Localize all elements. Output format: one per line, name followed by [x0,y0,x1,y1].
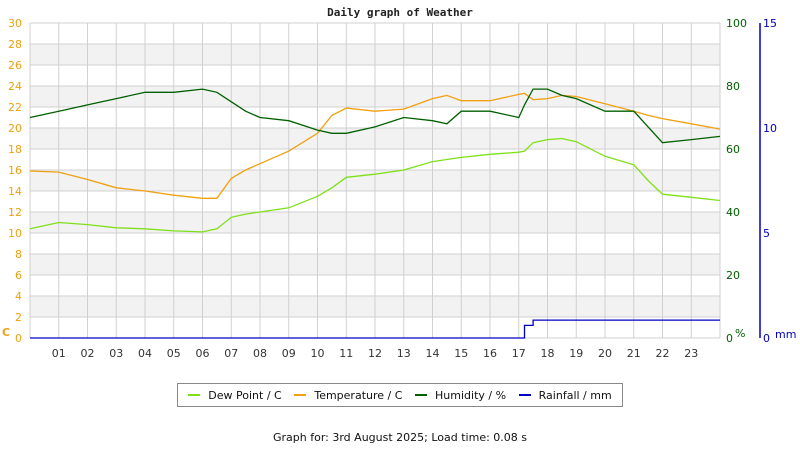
legend-label: Temperature / C [314,388,403,402]
left-axis-tick: 22 [8,101,22,114]
right-axis-tick: 80 [726,80,740,93]
x-axis-tick: 17 [512,347,526,360]
x-axis-tick: 16 [483,347,497,360]
legend-label: Rainfall / mm [538,388,612,402]
x-axis-tick: 20 [598,347,612,360]
x-axis-tick: 18 [541,347,555,360]
legend-item-temperature: Temperature / C [294,389,402,402]
left-axis-tick: 20 [8,122,22,135]
chart-title: Daily graph of Weather [327,6,473,19]
left-axis-tick: 16 [8,164,22,177]
left-axis-tick: 18 [8,143,22,156]
left-axis-tick: 28 [8,38,22,51]
x-axis-tick: 19 [569,347,583,360]
right-axis-tick: 40 [726,206,740,219]
right-axis-tick: 0 [726,332,733,345]
left-axis-tick: 26 [8,59,22,72]
left-axis-tick: 4 [15,290,22,303]
right-axis-unit: % [735,327,745,340]
series-line [30,319,720,339]
left-axis-tick: 30 [8,17,22,30]
x-axis-tick: 11 [339,347,353,360]
left-axis-tick: 6 [15,269,22,282]
x-axis-tick: 01 [52,347,66,360]
legend-label: Humidity / % [435,388,507,402]
x-axis-tick: 02 [81,347,95,360]
x-axis-tick: 23 [684,347,698,360]
legend: Dew Point / C Temperature / C Humidity /… [177,383,623,407]
left-axis-tick: 8 [15,248,22,261]
left-axis-tick: 14 [8,185,22,198]
legend-item-humidity: Humidity / % [415,389,506,402]
rain-axis-tick: 10 [763,122,777,135]
dew-point-swatch-icon [188,394,201,396]
x-axis-tick: 07 [224,347,238,360]
series-line [29,92,721,199]
x-axis-tick: 22 [656,347,670,360]
left-axis-tick: 0 [15,332,22,345]
x-axis-tick: 10 [311,347,325,360]
x-axis-tick: 12 [368,347,382,360]
right-axis-tick: 100 [726,17,747,30]
series-line [29,88,721,144]
x-axis-tick: 08 [253,347,267,360]
rainfall-swatch-icon [518,394,531,396]
left-axis-tick: 2 [15,311,22,324]
footer-status: Graph for: 3rd August 2025; Load time: 0… [272,431,528,444]
x-axis-tick: 05 [167,347,181,360]
rain-axis-tick: 0 [763,332,770,345]
x-axis-tick: 03 [109,347,123,360]
humidity-swatch-icon [415,394,428,396]
temperature-swatch-icon [294,394,307,396]
rain-axis-unit: mm [775,328,796,341]
x-axis-tick: 06 [196,347,210,360]
x-axis-tick: 14 [426,347,440,360]
rain-axis-tick: 15 [763,17,777,30]
x-axis-tick: 21 [627,347,641,360]
x-axis-tick: 09 [282,347,296,360]
left-axis-tick: 24 [8,80,22,93]
x-axis-tick: 04 [138,347,152,360]
legend-item-dew-point: Dew Point / C [188,388,282,402]
x-axis-tick: 13 [397,347,411,360]
right-axis-tick: 20 [726,269,740,282]
rain-axis-tick: 5 [763,227,770,240]
series-line [29,137,721,233]
legend-label: Dew Point / C [208,388,282,402]
x-axis-tick: 15 [454,347,468,360]
legend-item-rainfall: Rainfall / mm [518,388,612,402]
left-axis-unit: C [2,326,10,339]
left-axis-tick: 10 [8,227,22,240]
right-axis-tick: 60 [726,143,740,156]
left-axis-tick: 12 [8,206,22,219]
